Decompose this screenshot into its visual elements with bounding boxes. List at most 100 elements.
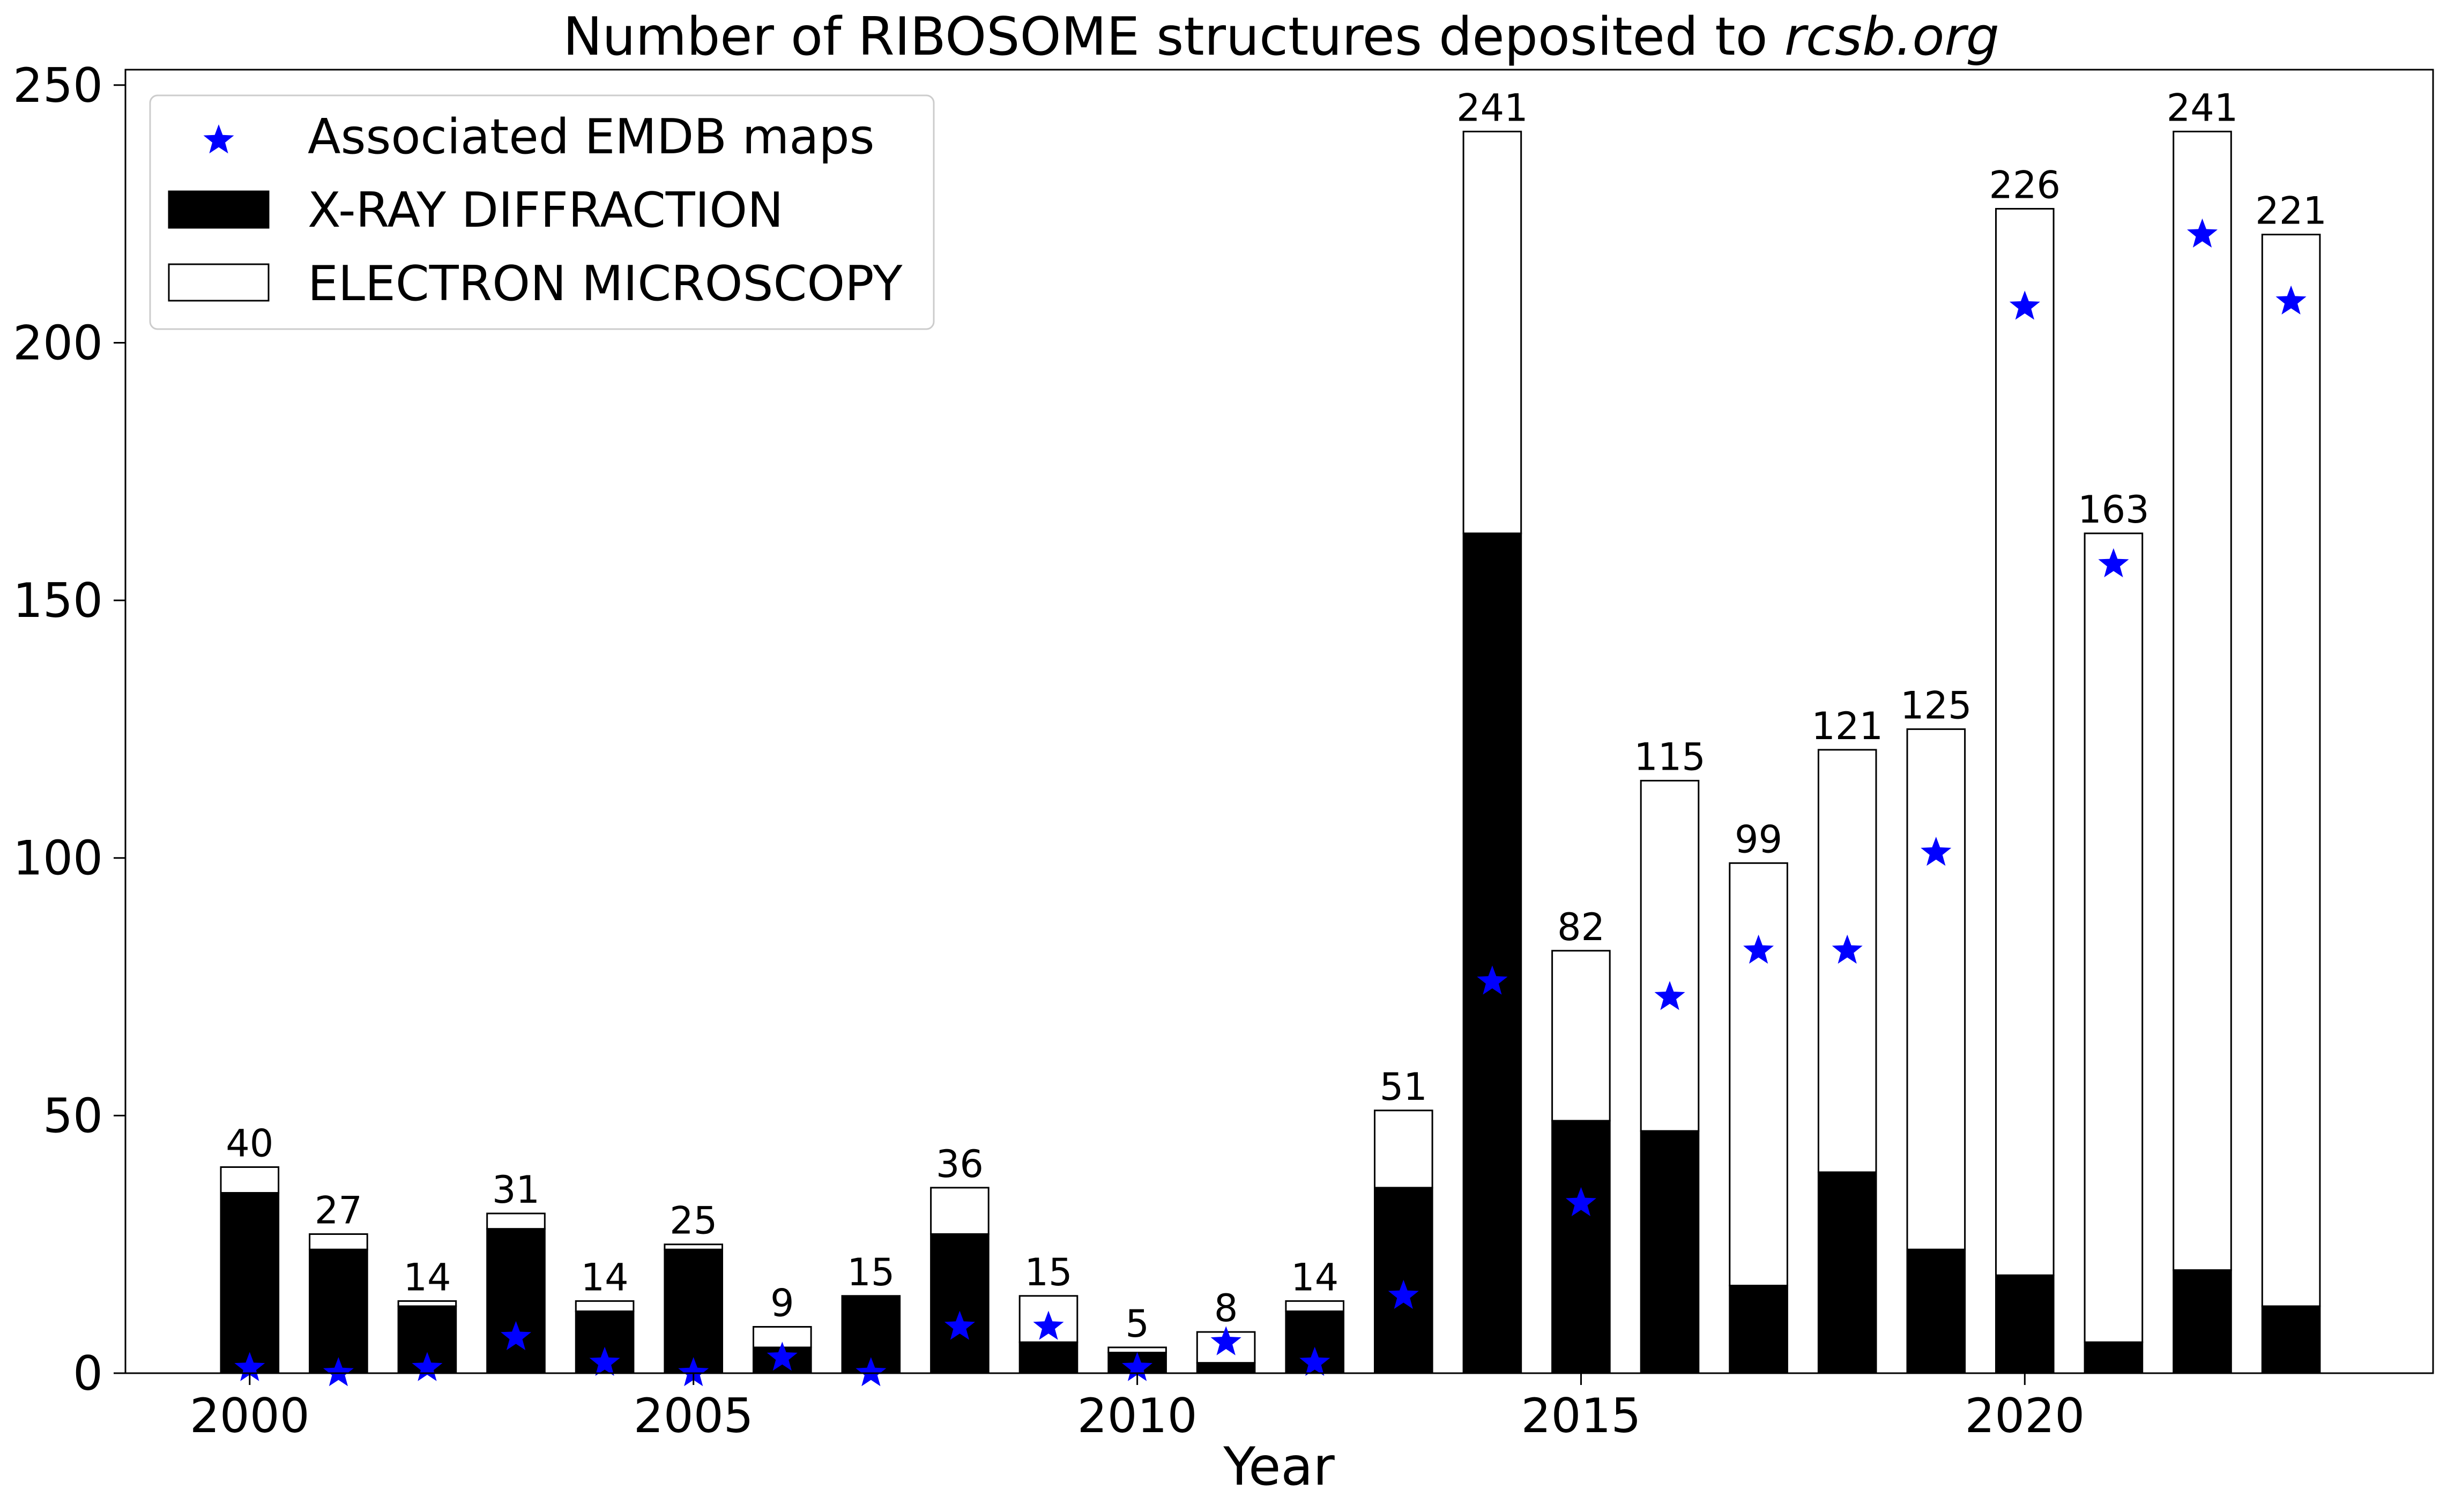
emdb-marker-2007 (856, 1357, 887, 1387)
emdb-marker-2016 (1654, 981, 1685, 1010)
bar-em-2008 (930, 1187, 990, 1235)
legend-em-swatch (168, 263, 270, 302)
emdb-marker-2012 (1299, 1346, 1330, 1376)
bar-em-2012 (1285, 1300, 1344, 1313)
emdb-marker-2017 (1743, 934, 1774, 964)
legend-box (149, 94, 935, 330)
x-tick-label-2010: 2010 (1077, 1388, 1198, 1443)
bar-labels-layer: 40 27 14 31 14 25 9 15 36 15 5 8 14 51 241 82 115 99 121 12… (226, 86, 2327, 1346)
x-tick-label-2020: 2020 (1965, 1388, 2085, 1443)
emdb-markers-layer (234, 218, 2307, 1387)
emdb-marker-2022 (2187, 218, 2218, 248)
bar-total-label-2012: 14 (1291, 1255, 1338, 1299)
bar-xray-2015 (1551, 1120, 1611, 1374)
bar-total-label-2002: 14 (403, 1255, 451, 1299)
emdb-marker-2018 (1832, 934, 1863, 964)
bar-em-2001 (309, 1233, 368, 1250)
x-tick-label-2005: 2005 (634, 1388, 754, 1443)
bar-total-label-2009: 15 (1024, 1250, 1072, 1294)
bar-total-label-2022: 241 (2167, 86, 2238, 130)
x-tick-label-2015: 2015 (1521, 1388, 1641, 1443)
bar-em-2019 (1906, 728, 1966, 1250)
bar-em-2014 (1462, 130, 1522, 534)
x-tick-label-2000: 2000 (190, 1388, 310, 1443)
bar-xray-2019 (1906, 1248, 1966, 1374)
bar-total-label-2010: 5 (1125, 1302, 1149, 1346)
emdb-marker-2015 (1565, 1187, 1596, 1217)
legend-xray-swatch (168, 190, 270, 229)
bar-em-2018 (1817, 749, 1877, 1173)
bar-total-label-2005: 25 (670, 1199, 717, 1243)
bar-xray-2018 (1817, 1171, 1877, 1374)
bar-em-2017 (1729, 862, 1788, 1287)
y-tick-label-0: 0 (73, 1346, 103, 1401)
legend: Associated EMDB maps X-RAY DIFFRACTION E… (149, 94, 935, 330)
bar-xray-2005 (664, 1248, 724, 1374)
bar-total-label-2021: 163 (2078, 488, 2150, 532)
bar-em-2021 (2084, 532, 2144, 1343)
bar-total-label-2007: 15 (847, 1250, 895, 1294)
bar-em-2020 (1995, 208, 2055, 1276)
chart-title-italic: rcsb.org (1784, 6, 1999, 68)
bar-xray-2017 (1729, 1285, 1788, 1374)
bar-total-label-2019: 125 (1900, 683, 1972, 727)
bar-total-label-2001: 27 (315, 1189, 362, 1233)
y-tick-label-200: 200 (13, 316, 103, 371)
bars-layer (220, 130, 2321, 1374)
bar-total-label-2000: 40 (226, 1122, 273, 1166)
bar-xray-2008 (930, 1233, 990, 1374)
emdb-marker-2021 (2098, 548, 2129, 578)
emdb-marker-2002 (412, 1352, 443, 1381)
chart-title: Number of RIBOSOME structures deposited … (563, 6, 1999, 68)
bar-xray-2020 (1995, 1274, 2055, 1374)
bar-xray-2021 (2084, 1341, 2144, 1374)
legend-xray-label: X-RAY DIFFRACTION (308, 182, 783, 239)
bar-total-label-2018: 121 (1811, 704, 1883, 748)
bar-em-2000 (220, 1166, 280, 1194)
bar-xray-2003 (486, 1228, 546, 1374)
bar-total-label-2014: 241 (1456, 86, 1528, 130)
emdb-marker-2019 (1921, 837, 1952, 866)
bar-xray-2016 (1640, 1130, 1700, 1374)
bar-em-2015 (1551, 950, 1611, 1122)
emdb-marker-2005 (678, 1357, 709, 1387)
bar-em-2022 (2173, 130, 2232, 1271)
emdb-marker-2020 (2009, 291, 2040, 320)
plot-frame (124, 69, 2434, 1374)
emdb-marker-2023 (2275, 285, 2307, 315)
bar-em-2004 (575, 1300, 635, 1313)
emdb-marker-2000 (234, 1352, 265, 1381)
bar-xray-2014 (1462, 532, 1522, 1374)
emdb-marker-2006 (767, 1342, 798, 1371)
chart-title-main: Number of RIBOSOME structures deposited … (563, 6, 1784, 68)
bar-em-2013 (1374, 1109, 1433, 1189)
emdb-marker-2010 (1122, 1352, 1153, 1381)
emdb-marker-2003 (501, 1321, 532, 1350)
legend-em-label: ELECTRON MICROSCOPY (308, 256, 903, 312)
bar-em-2016 (1640, 780, 1700, 1132)
y-axis: 0 50 100 150 200 250 (13, 58, 125, 1401)
bar-total-label-2017: 99 (1735, 817, 1782, 861)
x-axis: 2000 2005 2010 2015 2020 (190, 1373, 2085, 1443)
y-tick-label-150: 150 (13, 573, 103, 628)
bar-em-2003 (486, 1212, 546, 1230)
bar-total-label-2016: 115 (1634, 735, 1706, 779)
bar-xray-2009 (1018, 1341, 1079, 1374)
legend-emdb-label: Associated EMDB maps (308, 109, 874, 165)
emdb-marker-2013 (1388, 1279, 1419, 1309)
emdb-marker-2008 (944, 1310, 975, 1340)
emdb-marker-2011 (1210, 1326, 1241, 1355)
bar-xray-2000 (220, 1192, 280, 1374)
bar-total-label-2015: 82 (1557, 905, 1605, 949)
bar-total-label-2004: 14 (581, 1255, 629, 1299)
bar-total-label-2011: 8 (1214, 1286, 1238, 1330)
bar-xray-2001 (309, 1248, 368, 1374)
emdb-marker-2004 (589, 1346, 620, 1376)
bar-total-label-2008: 36 (936, 1142, 984, 1186)
bar-total-label-2023: 221 (2255, 189, 2327, 233)
emdb-marker-2001 (323, 1357, 354, 1387)
bar-xray-2022 (2173, 1269, 2232, 1374)
x-axis-label: Year (1223, 1436, 1335, 1498)
